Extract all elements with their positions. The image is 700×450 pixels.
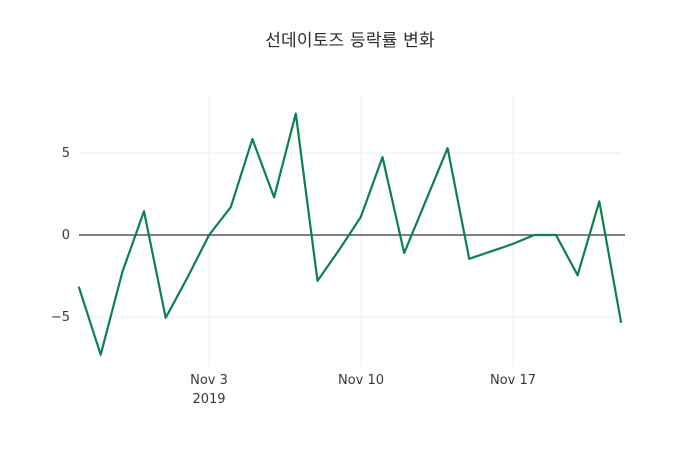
- ytick-label-neg5: −5: [50, 310, 70, 325]
- xtick-label-nov17-date: Nov 17: [489, 373, 537, 388]
- xtick-label-nov17: Nov 17: [468, 371, 558, 390]
- ytick-label-0: 0: [61, 228, 70, 243]
- chart-title: 선데이토즈 등락률 변화: [265, 31, 435, 51]
- xtick-label-nov10-date: Nov 10: [337, 373, 385, 388]
- data-series-line: [77, 112, 623, 356]
- xtick-label-nov10: Nov 10: [316, 371, 406, 390]
- ytick-label-5: 5: [61, 146, 70, 161]
- xtick-label-nov3-year: 2019: [192, 392, 226, 407]
- xtick-label-nov3-date: Nov 3: [190, 373, 228, 388]
- xtick-label-nov3: Nov 3 2019: [164, 371, 254, 409]
